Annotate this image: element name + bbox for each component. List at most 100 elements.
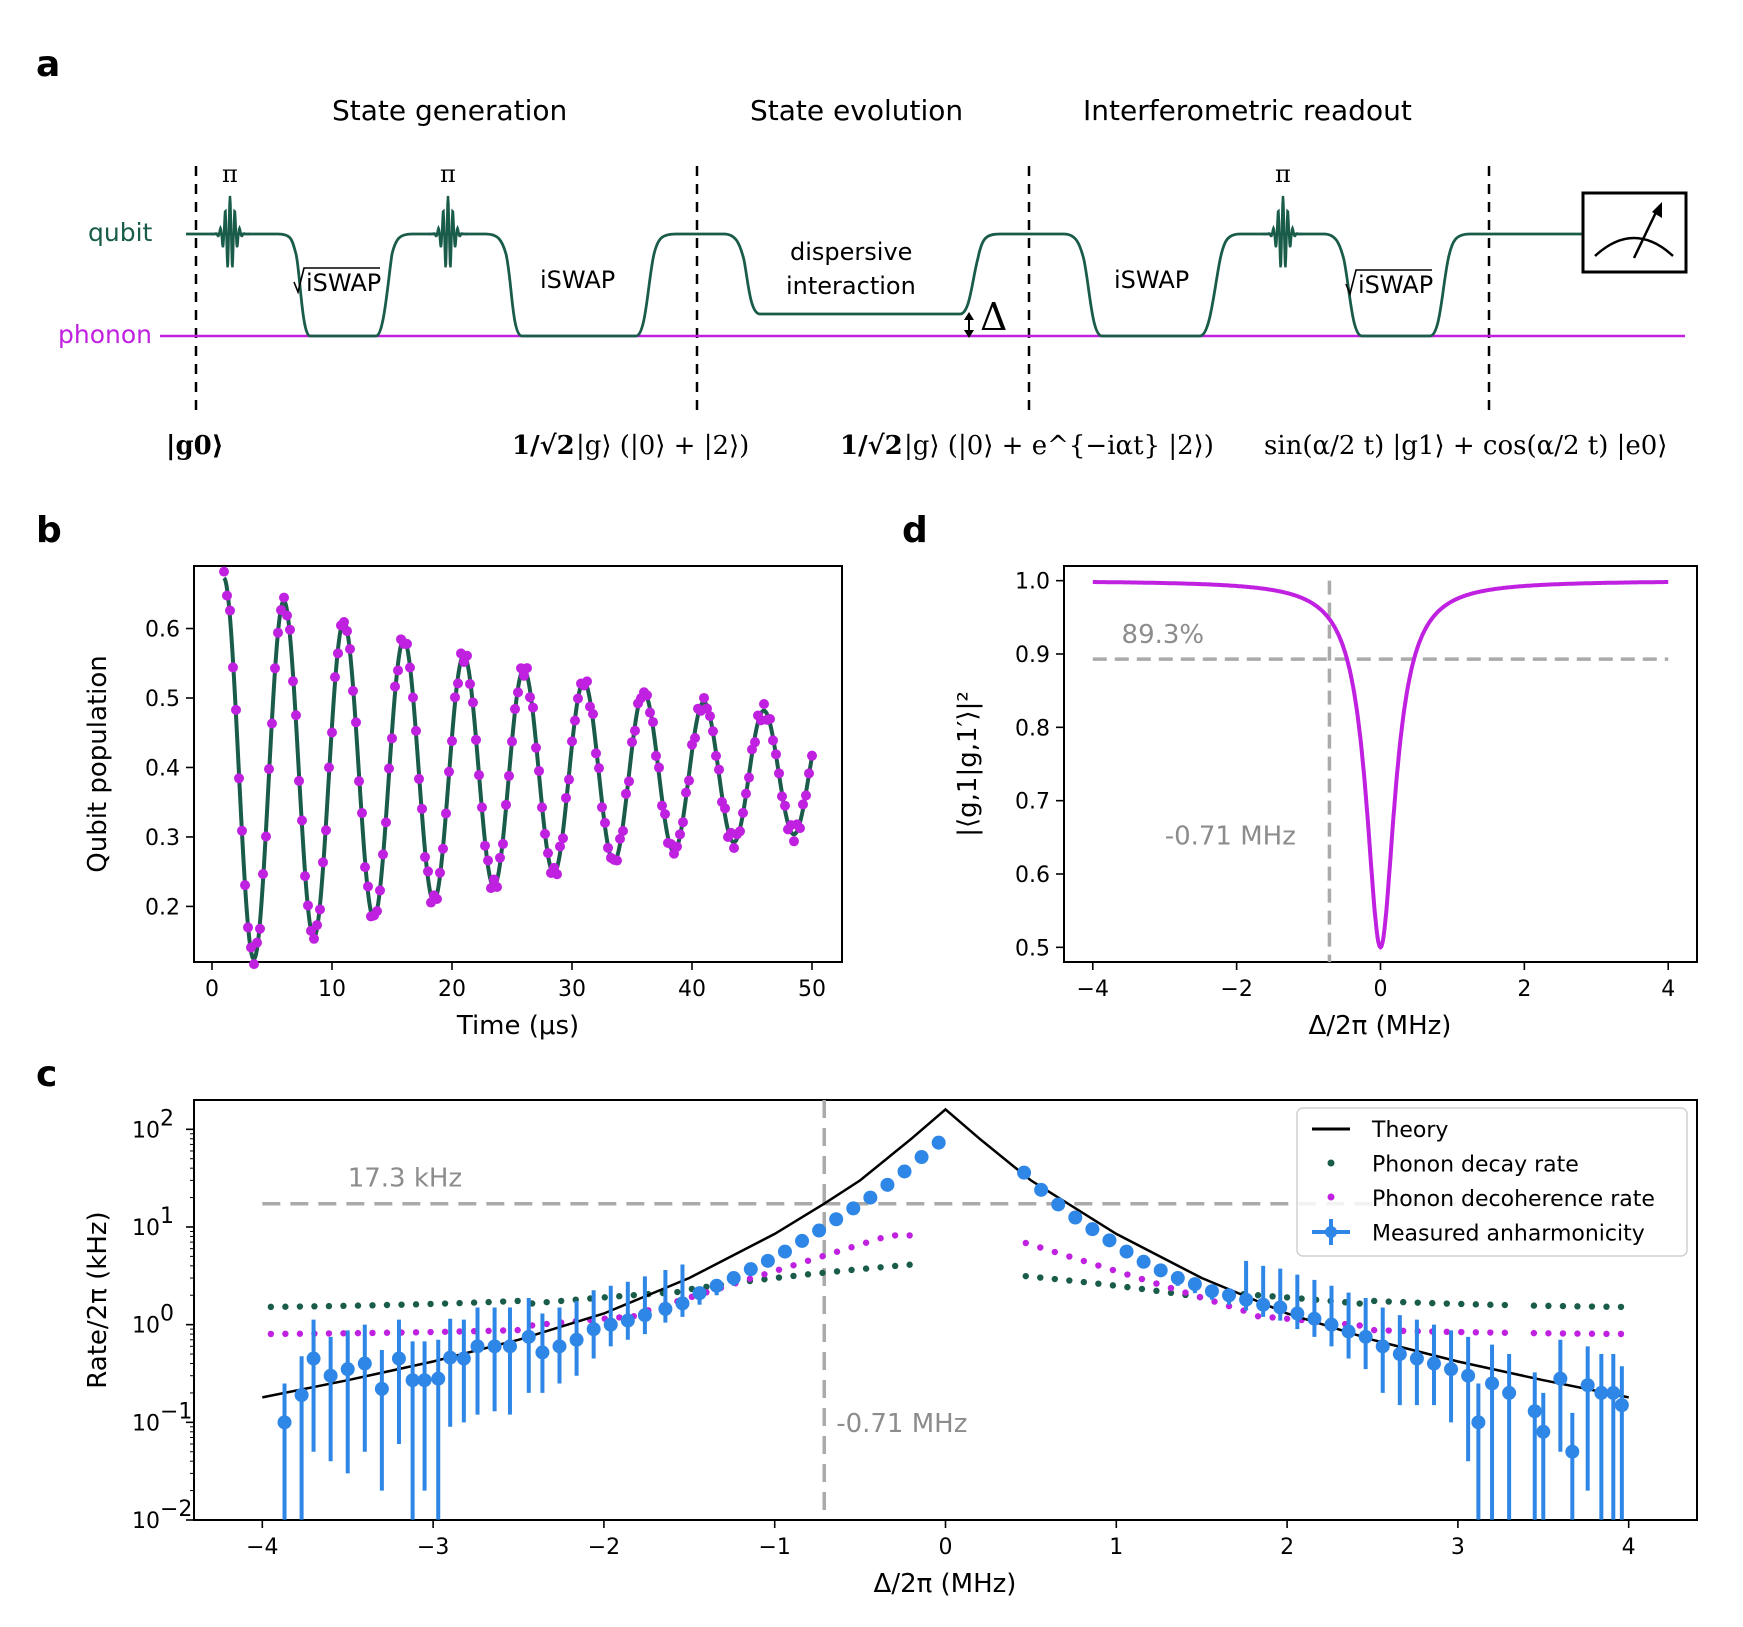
x-tick-label: 30 bbox=[558, 977, 586, 1002]
data-point bbox=[381, 817, 391, 828]
data-point bbox=[774, 768, 784, 779]
decoherence-point bbox=[499, 1327, 507, 1334]
measured-point bbox=[340, 1362, 355, 1377]
decoherence-point bbox=[1472, 1329, 1480, 1336]
measured-point bbox=[443, 1350, 458, 1365]
decoherence-point bbox=[1559, 1330, 1567, 1337]
x-tick-label: 2 bbox=[1517, 977, 1531, 1002]
decoherence-point bbox=[1530, 1329, 1538, 1337]
data-point bbox=[291, 710, 301, 721]
data-point bbox=[234, 773, 244, 784]
y-tick-exp: 0 bbox=[160, 1302, 174, 1327]
legend-measured-swatch bbox=[1325, 1226, 1337, 1238]
title-state-evolution: State evolution bbox=[750, 94, 963, 127]
measured-point bbox=[374, 1381, 389, 1396]
measured-point bbox=[743, 1262, 758, 1277]
data-point bbox=[423, 866, 433, 877]
measured-point bbox=[1341, 1324, 1356, 1339]
decoherence-point bbox=[1501, 1329, 1509, 1336]
state-3-frac: 1/√2 bbox=[840, 431, 903, 461]
data-point bbox=[690, 733, 700, 744]
decay-point bbox=[1066, 1277, 1073, 1284]
decay-point bbox=[1370, 1297, 1378, 1305]
y-tick-label: 0.9 bbox=[1015, 643, 1050, 668]
data-point bbox=[231, 704, 241, 715]
measured-point bbox=[1461, 1368, 1476, 1383]
x-tick-label: −3 bbox=[417, 1535, 449, 1560]
y-tick-label: 0.6 bbox=[1015, 863, 1050, 888]
panel-letter-b: b bbox=[36, 510, 62, 551]
data-point bbox=[453, 678, 463, 689]
decay-point bbox=[1124, 1283, 1131, 1291]
decoherence-point bbox=[1022, 1239, 1029, 1247]
decoherence-point bbox=[761, 1271, 768, 1278]
data-point bbox=[498, 838, 508, 849]
data-point bbox=[282, 610, 292, 621]
measured-point bbox=[405, 1373, 420, 1388]
y-tick-exp: 2 bbox=[160, 1106, 174, 1131]
measured-point bbox=[1204, 1284, 1219, 1299]
data-point bbox=[312, 920, 322, 931]
decay-point bbox=[1138, 1285, 1146, 1293]
decoherence-point bbox=[1283, 1315, 1291, 1322]
measured-point bbox=[1485, 1376, 1500, 1391]
measured-point bbox=[1307, 1311, 1322, 1326]
title-state-generation: State generation bbox=[332, 94, 567, 127]
y-tick-label: 0.5 bbox=[1015, 936, 1050, 961]
data-point bbox=[438, 843, 448, 854]
data-point bbox=[768, 735, 778, 746]
data-point bbox=[372, 906, 382, 917]
measured-point bbox=[726, 1271, 741, 1286]
panel-letter-c: c bbox=[36, 1054, 57, 1095]
pi-label-1: π bbox=[222, 160, 238, 188]
data-point bbox=[588, 708, 598, 719]
decoherence-point bbox=[775, 1266, 783, 1273]
measured-point bbox=[1273, 1300, 1288, 1315]
pi-label-2: π bbox=[440, 160, 456, 188]
data-point bbox=[621, 788, 631, 799]
decoherence-point bbox=[1603, 1330, 1610, 1338]
decoherence-point bbox=[906, 1232, 913, 1239]
decay-point bbox=[296, 1303, 304, 1310]
data-point bbox=[501, 799, 511, 810]
measured-point bbox=[863, 1190, 878, 1205]
decoherence-point bbox=[1095, 1262, 1102, 1269]
decoherence-point bbox=[1269, 1314, 1276, 1321]
decay-point bbox=[1283, 1294, 1291, 1301]
decay-point bbox=[1559, 1302, 1567, 1310]
data-point bbox=[417, 803, 427, 814]
x-tick-label: 0 bbox=[1374, 977, 1388, 1002]
decay-point bbox=[1167, 1289, 1175, 1297]
measured-point bbox=[1527, 1404, 1542, 1419]
decoherence-point bbox=[282, 1330, 289, 1338]
decay-point bbox=[398, 1301, 405, 1308]
measured-point bbox=[1170, 1271, 1185, 1286]
decay-point bbox=[1153, 1287, 1160, 1295]
decoherence-point bbox=[1051, 1248, 1059, 1256]
decay-point bbox=[1588, 1303, 1596, 1310]
decoherence-point bbox=[1182, 1289, 1189, 1296]
data-point bbox=[387, 733, 397, 744]
data-point bbox=[279, 592, 289, 603]
state-3: 1/√2 |g⟩ (|0⟩ + e^{−iαt} |2⟩) bbox=[840, 431, 1214, 461]
decay-point bbox=[877, 1264, 884, 1271]
data-point bbox=[618, 825, 628, 836]
decay-point bbox=[1356, 1300, 1363, 1307]
measured-point bbox=[760, 1253, 775, 1268]
data-point bbox=[309, 933, 319, 944]
data-point bbox=[480, 840, 490, 851]
decay-point bbox=[1574, 1303, 1581, 1310]
data-point bbox=[363, 881, 373, 892]
y-tick-label: 1.0 bbox=[1015, 570, 1050, 595]
x-tick-label: 0 bbox=[939, 1535, 953, 1560]
decay-point bbox=[1414, 1299, 1421, 1306]
data-point bbox=[729, 842, 739, 853]
data-point bbox=[273, 627, 283, 638]
measured-point bbox=[552, 1339, 567, 1354]
data-point bbox=[378, 849, 388, 860]
data-point bbox=[342, 626, 352, 637]
data-point bbox=[705, 711, 715, 722]
measured-point bbox=[456, 1351, 471, 1366]
data-point bbox=[759, 699, 769, 710]
